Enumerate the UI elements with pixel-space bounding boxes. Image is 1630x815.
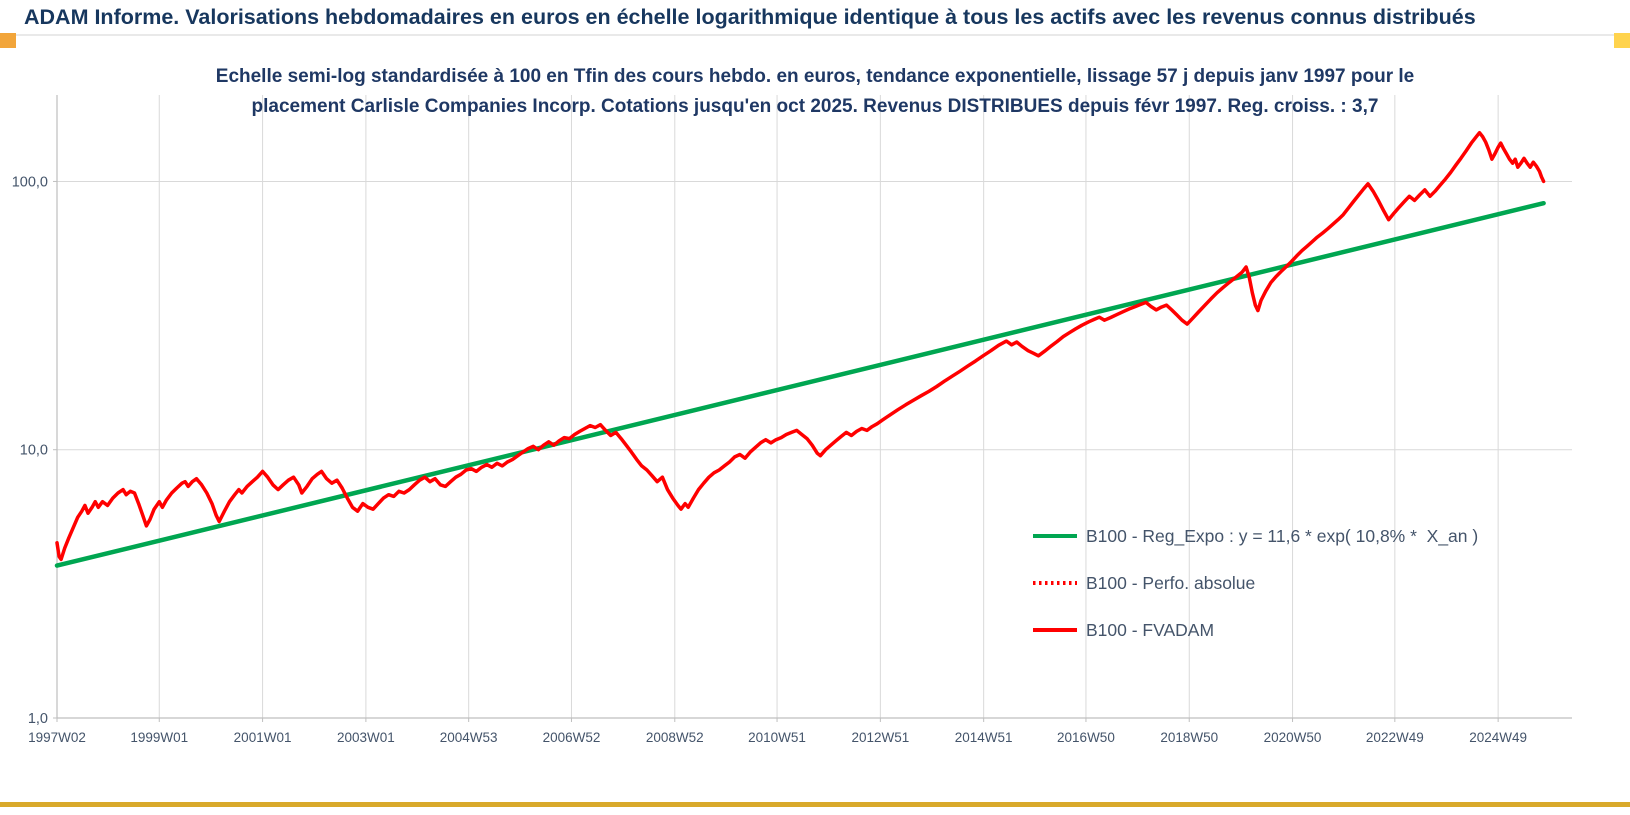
x-tick-label: 2010W51: [748, 730, 806, 745]
y-tick-label: 1,0: [28, 711, 48, 727]
price-chart-plot: 100,0 10,0 1,0 1997W02 1999W01 2001W01 2003W01…: [12, 95, 1572, 745]
x-tick-label: 2008W52: [646, 730, 704, 745]
legend-label: B100 - Perfo. absolue: [1086, 572, 1256, 593]
x-tick-label: 2022W49: [1366, 730, 1424, 745]
legend-item-fvadam: B100 - FVADAM: [1033, 616, 1478, 644]
series-line-reg_expo: [54, 200, 1546, 568]
x-tick-label: 2018W50: [1160, 730, 1218, 745]
legend-label: B100 - Reg_Expo : y = 11,6 * exp( 10,8% …: [1086, 525, 1479, 546]
x-tick-label: 2014W51: [955, 730, 1013, 745]
x-tick-label: 2001W01: [234, 730, 292, 745]
x-tick-label: 1999W01: [130, 730, 188, 745]
x-tick-label: 2006W52: [543, 730, 601, 745]
chart-title: Echelle semi-log standardisée à 100 en T…: [0, 62, 1630, 122]
y-tick-label: 10,0: [20, 443, 48, 459]
chart-area: 100,0 10,0 1,0 1997W02 1999W01 2001W01 2003W01…: [0, 40, 1630, 802]
corner-accent-left: [0, 33, 16, 48]
legend-label: B100 - FVADAM: [1086, 619, 1215, 640]
corner-accent-right: [1614, 33, 1630, 48]
x-tick-label: 2012W51: [851, 730, 909, 745]
header-bar: ADAM Informe. Valorisations hebdomadaire…: [0, 0, 1630, 36]
x-tick-label: 2016W50: [1057, 730, 1115, 745]
x-tick-label: 1997W02: [28, 730, 86, 745]
legend-item-perfo_absolue: B100 - Perfo. absolue: [1033, 569, 1478, 597]
header-title: ADAM Informe. Valorisations hebdomadaire…: [24, 4, 1476, 29]
x-tick-label: 2004W53: [440, 730, 498, 745]
x-tick-label: 2024W49: [1469, 730, 1527, 745]
legend-swatch-dotted: [1033, 581, 1077, 585]
chart-title-line1: Echelle semi-log standardisée à 100 en T…: [215, 66, 1415, 87]
chart-title-line2: placement Carlisle Companies Incorp. Cot…: [251, 96, 1379, 117]
x-tick-label: 2020W50: [1264, 730, 1322, 745]
legend-swatch-solid: [1033, 533, 1077, 539]
x-tick-label: 2003W01: [337, 730, 395, 745]
legend-swatch-solid: [1033, 627, 1077, 633]
y-tick-label: 100,0: [12, 174, 48, 190]
bottom-accent-bar: [0, 802, 1630, 807]
legend-item-reg_expo: B100 - Reg_Expo : y = 11,6 * exp( 10,8% …: [1033, 522, 1478, 550]
chart-legend: B100 - Reg_Expo : y = 11,6 * exp( 10,8% …: [1033, 522, 1478, 663]
series-line-fvadam: [55, 130, 1546, 562]
